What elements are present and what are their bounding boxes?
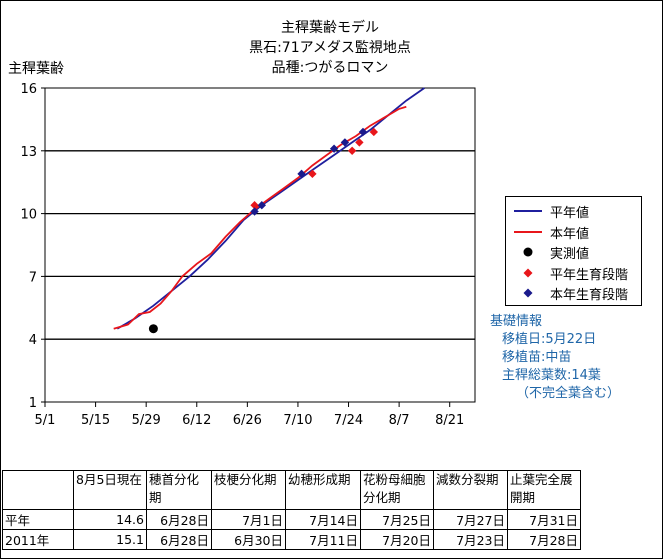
table-header-cell: 枝梗分化期 xyxy=(211,470,286,510)
data-point-stage xyxy=(257,201,267,210)
table-cell: 7月11日 xyxy=(285,529,361,550)
table-row: 平年 14.6 6月28日 7月1日 7月14日 7月25日 7月27日 7月3… xyxy=(2,509,581,530)
table-cell: 6月28日 xyxy=(146,529,212,550)
legend-label: 平年生育段階 xyxy=(550,267,629,283)
table-header-cell: 減数分裂期 xyxy=(433,470,508,510)
info-note: （不完全葉含む） xyxy=(516,386,621,401)
table-header-cell: 幼穂形成期 xyxy=(285,470,361,510)
info-total-leaves: 主稈総葉数:14葉 xyxy=(502,368,601,383)
legend-marker xyxy=(523,268,533,277)
x-tick-label: 7/24 xyxy=(334,413,363,428)
data-point-stage xyxy=(347,146,357,155)
plot-area xyxy=(44,87,476,403)
table-header-row: 8月5日現在 穂首分化期 枝梗分化期 幼穂形成期 花粉母細胞分化期 減数分裂期 … xyxy=(2,470,581,510)
table-cell: 平年 xyxy=(2,509,74,530)
data-point-stage xyxy=(297,169,306,179)
info-seedling: 移植苗:中苗 xyxy=(502,350,572,365)
chart-title: 主稈葉齢モデル xyxy=(281,20,379,36)
y-tick-label: 16 xyxy=(20,82,37,97)
table-cell: 7月23日 xyxy=(433,529,508,550)
x-tick-label: 6/26 xyxy=(233,413,262,428)
data-point-stage xyxy=(250,201,259,210)
chart-subtitle-location: 黒石:71アメダス監視地点 xyxy=(249,40,411,56)
legend-item: 平年生育段階 xyxy=(506,263,641,283)
legend-item: 平年値 xyxy=(506,201,641,221)
data-point-stage xyxy=(329,144,339,153)
legend-symbol xyxy=(523,247,533,257)
data-point-stage xyxy=(358,127,368,137)
legend-marker xyxy=(523,247,533,257)
table-cell: 7月27日 xyxy=(433,509,508,530)
data-point-stage xyxy=(250,207,259,216)
info-planting-date: 移植日:5月22日 xyxy=(502,332,597,347)
y-tick-label: 7 xyxy=(29,270,37,285)
table-cell: 7月14日 xyxy=(285,509,361,530)
y-tick-label: 10 xyxy=(20,208,37,223)
legend-label: 実測値 xyxy=(550,247,590,262)
legend-item: 本年値 xyxy=(506,222,641,242)
x-tick-label: 6/12 xyxy=(182,413,211,428)
table-cell: 7月31日 xyxy=(507,509,581,530)
table-cell: 6月28日 xyxy=(146,509,212,530)
legend-symbol xyxy=(514,210,542,212)
table-cell: 7月25日 xyxy=(360,509,434,530)
legend-label: 本年値 xyxy=(550,226,590,242)
data-point-stage xyxy=(355,138,364,147)
table-header-cell: 8月5日現在 xyxy=(73,470,147,510)
table-header-cell xyxy=(2,470,74,510)
table-cell: 15.1 xyxy=(73,529,147,550)
legend-symbol xyxy=(523,288,533,298)
legend-label: 本年生育段階 xyxy=(550,288,629,303)
y-axis-label: 主稈葉齢 xyxy=(8,61,64,77)
table-row: 2011年 15.1 6月28日 6月30日 7月11日 7月20日 7月23日… xyxy=(2,529,581,550)
x-tick-label: 8/7 xyxy=(389,413,410,428)
x-tick-label: 7/10 xyxy=(283,413,312,428)
legend-symbol xyxy=(514,230,542,233)
data-point-stage xyxy=(340,138,350,147)
table-cell: 7月20日 xyxy=(360,529,434,550)
data-point-stage xyxy=(308,169,317,179)
y-tick-label: 4 xyxy=(29,333,37,348)
x-tick-label: 5/15 xyxy=(81,413,110,428)
info-heading: 基礎情報 xyxy=(490,314,543,329)
x-tick-label: 5/1 xyxy=(35,413,56,428)
table-header-cell: 花粉母細胞分化期 xyxy=(360,470,434,510)
legend-marker xyxy=(523,288,533,298)
table-header-cell: 穂首分化期 xyxy=(146,470,212,510)
legend-label: 平年値 xyxy=(550,206,590,221)
table-header-cell: 止葉完全展開期 xyxy=(507,470,581,510)
y-tick-label: 13 xyxy=(20,145,37,160)
table-cell: 14.6 xyxy=(73,509,147,530)
chart-legend: 平年値本年値実測値平年生育段階 本年生育段階 xyxy=(505,196,642,306)
table-cell: 2011年 xyxy=(2,529,74,550)
chart-subtitle-variety: 品種:つがるロマン xyxy=(271,60,389,76)
table-cell: 6月30日 xyxy=(211,529,286,550)
basic-info: 基礎情報 移植日:5月22日 移植苗:中苗 主稈総葉数:14葉 （不完全葉含む） xyxy=(490,313,620,403)
legend-symbol xyxy=(523,268,533,277)
leaf-age-chart: 1 4 7 10 13 16 5/1 5/15 5/29 6/12 6/26 7/10 7/24 8/7 8… xyxy=(20,82,476,428)
growth-stage-table: 8月5日現在 穂首分化期 枝梗分化期 幼穂形成期 花粉母細胞分化期 減数分裂期 … xyxy=(2,470,581,550)
table-cell: 7月28日 xyxy=(507,529,581,550)
legend-item: 本年生育段階 xyxy=(506,283,641,303)
data-point-stage xyxy=(369,127,379,137)
x-tick-label: 5/29 xyxy=(132,413,161,428)
table-cell: 7月1日 xyxy=(211,509,286,530)
y-tick-label: 1 xyxy=(29,396,37,411)
legend-item: 実測値 xyxy=(506,242,641,262)
x-tick-label: 8/21 xyxy=(435,413,464,428)
data-point-measured xyxy=(148,324,158,334)
